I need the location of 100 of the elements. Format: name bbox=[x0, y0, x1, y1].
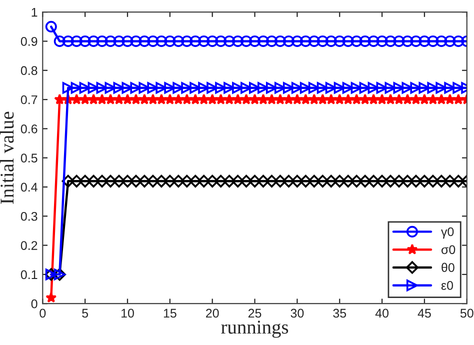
point bbox=[324, 174, 338, 188]
point bbox=[376, 94, 388, 104]
point bbox=[80, 94, 91, 104]
point bbox=[410, 35, 422, 47]
x-tick-label: 25 bbox=[248, 308, 262, 318]
y-axis-title: Initial value bbox=[0, 112, 14, 204]
point bbox=[130, 82, 142, 94]
point bbox=[223, 174, 236, 188]
point bbox=[122, 94, 134, 104]
x-tick-label: 5 bbox=[82, 308, 88, 318]
point bbox=[316, 35, 328, 47]
point bbox=[427, 82, 439, 94]
point bbox=[46, 292, 57, 303]
x-tick-label: 50 bbox=[460, 308, 474, 318]
point bbox=[248, 174, 262, 188]
point bbox=[257, 35, 270, 47]
point bbox=[333, 174, 346, 188]
point bbox=[130, 94, 142, 104]
point bbox=[198, 174, 210, 188]
point bbox=[393, 82, 405, 94]
point bbox=[181, 94, 192, 104]
point bbox=[62, 174, 74, 188]
point bbox=[265, 174, 278, 188]
point bbox=[113, 35, 125, 47]
point bbox=[300, 94, 312, 104]
point bbox=[308, 174, 320, 188]
point bbox=[444, 35, 456, 47]
point bbox=[410, 82, 422, 94]
point bbox=[392, 174, 406, 188]
point bbox=[172, 94, 184, 104]
point bbox=[316, 82, 328, 94]
point bbox=[266, 94, 278, 104]
point bbox=[360, 94, 371, 104]
point bbox=[367, 174, 380, 188]
point bbox=[113, 82, 125, 94]
point bbox=[88, 82, 100, 94]
point bbox=[368, 94, 380, 104]
point bbox=[180, 174, 194, 188]
point bbox=[444, 174, 456, 188]
point bbox=[138, 94, 150, 104]
point bbox=[147, 94, 158, 104]
point bbox=[452, 94, 464, 104]
point bbox=[87, 174, 100, 188]
point bbox=[164, 82, 176, 94]
point bbox=[384, 82, 396, 94]
point bbox=[308, 35, 320, 47]
point bbox=[401, 174, 414, 188]
point bbox=[266, 35, 278, 47]
point bbox=[452, 174, 465, 188]
point bbox=[317, 94, 328, 104]
point bbox=[164, 174, 176, 188]
point bbox=[104, 35, 116, 47]
point bbox=[104, 82, 116, 94]
point bbox=[300, 35, 312, 47]
point bbox=[232, 82, 244, 94]
point bbox=[350, 174, 363, 188]
point bbox=[105, 94, 116, 104]
point bbox=[181, 82, 193, 94]
point bbox=[435, 174, 448, 188]
point bbox=[350, 35, 362, 47]
point bbox=[172, 35, 184, 47]
point bbox=[240, 82, 252, 94]
point bbox=[156, 35, 168, 47]
point bbox=[427, 94, 438, 104]
point bbox=[402, 35, 414, 47]
point bbox=[88, 94, 100, 104]
point bbox=[206, 174, 219, 188]
point bbox=[172, 82, 184, 94]
point bbox=[215, 35, 227, 47]
point bbox=[418, 174, 431, 188]
point bbox=[96, 35, 108, 47]
y-tick-label: 0.1 bbox=[20, 270, 38, 280]
point bbox=[198, 35, 210, 47]
point bbox=[334, 82, 346, 94]
point bbox=[62, 35, 74, 47]
point bbox=[130, 35, 142, 47]
point bbox=[436, 82, 448, 94]
point bbox=[359, 35, 371, 47]
point bbox=[292, 94, 303, 104]
point bbox=[156, 82, 168, 94]
point bbox=[54, 35, 66, 47]
point bbox=[393, 94, 405, 104]
x-tick-label: 0 bbox=[40, 308, 46, 318]
point bbox=[299, 174, 312, 188]
point bbox=[274, 35, 286, 47]
point bbox=[121, 174, 134, 188]
point bbox=[274, 94, 286, 104]
point bbox=[138, 82, 150, 94]
y-tick-label: 0.7 bbox=[20, 95, 38, 104]
point bbox=[282, 174, 296, 188]
point bbox=[402, 94, 414, 104]
point bbox=[283, 94, 294, 104]
point bbox=[274, 82, 286, 94]
point bbox=[130, 174, 142, 188]
point bbox=[291, 35, 303, 47]
y-tick-label: 0.5 bbox=[20, 154, 38, 162]
point bbox=[342, 94, 354, 104]
point bbox=[426, 174, 440, 188]
point bbox=[376, 174, 388, 188]
point bbox=[257, 82, 270, 94]
